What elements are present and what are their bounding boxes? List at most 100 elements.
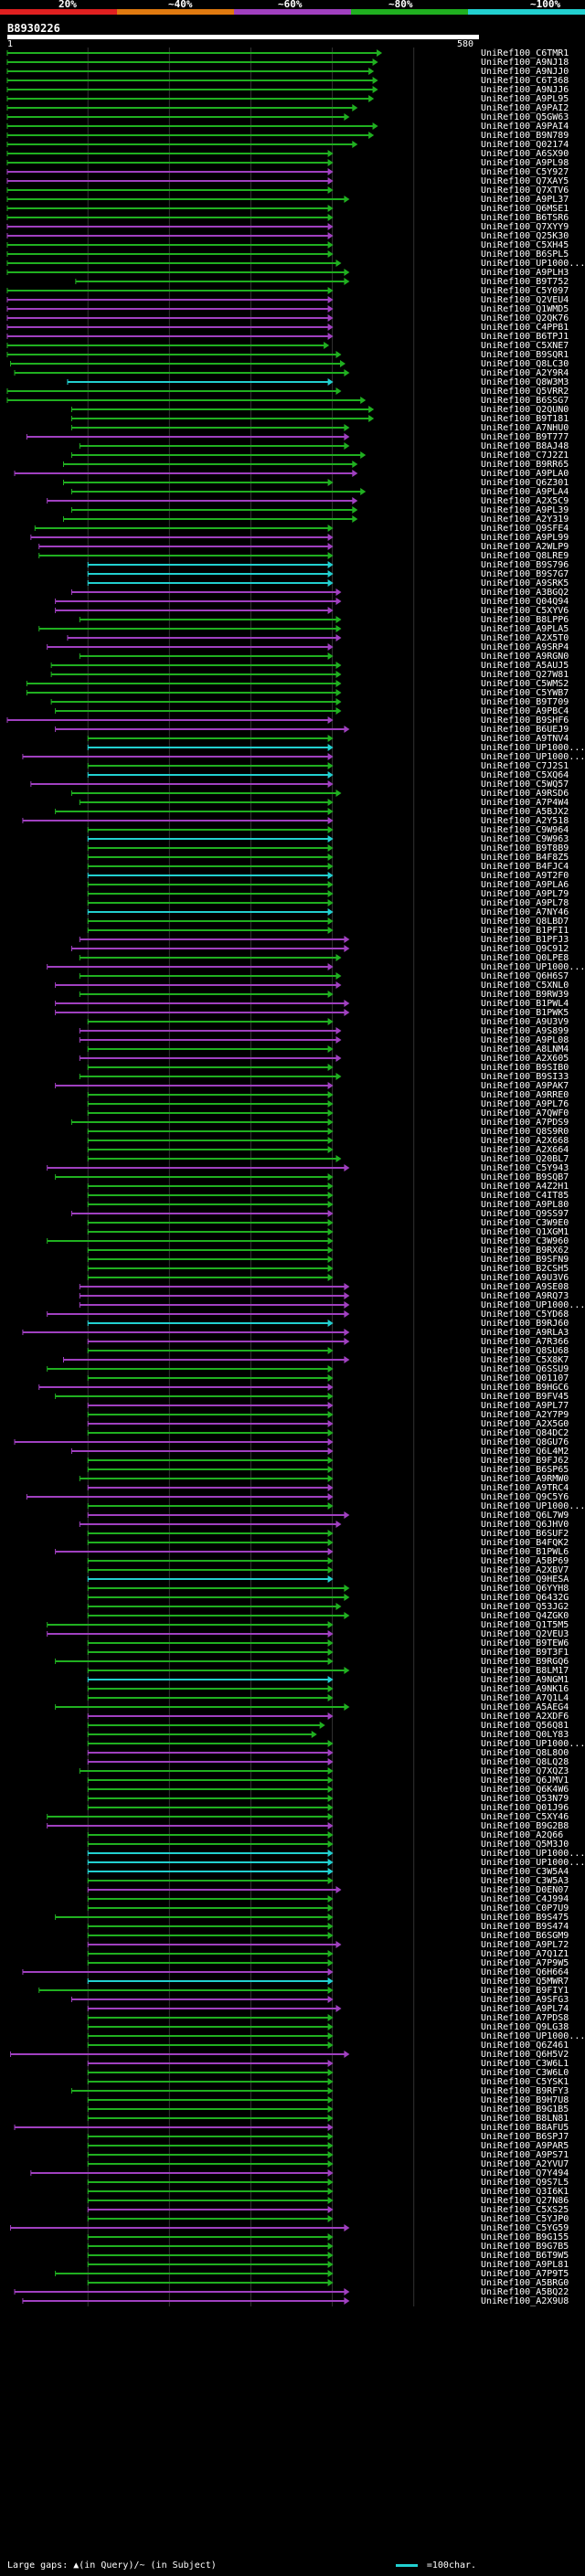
- hit-row[interactable]: [87, 2178, 334, 2186]
- hit-label[interactable]: UniRef100_A9PL99: [481, 533, 569, 543]
- hit-row[interactable]: [87, 863, 334, 870]
- hit-label[interactable]: UniRef100_Q9SFE4: [481, 524, 569, 534]
- hit-row[interactable]: [87, 1018, 334, 1025]
- hit-row[interactable]: [87, 1539, 334, 1546]
- hit-row[interactable]: [14, 2288, 350, 2295]
- hit-row[interactable]: [87, 2069, 334, 2076]
- hit-label[interactable]: UniRef100_Q56Q81: [481, 1721, 569, 1731]
- hit-row[interactable]: [6, 296, 334, 303]
- hit-label[interactable]: UniRef100_A9U3V9: [481, 1017, 569, 1027]
- hit-row[interactable]: [87, 908, 334, 916]
- hit-row[interactable]: [87, 1886, 342, 1893]
- hit-label[interactable]: UniRef100_A9TNV4: [481, 734, 569, 744]
- hit-row[interactable]: [55, 1173, 334, 1181]
- hit-label[interactable]: UniRef100_Q5MWR7: [481, 1977, 569, 1987]
- hit-row[interactable]: [87, 1201, 334, 1208]
- hit-label[interactable]: UniRef100_B9G1B5: [481, 2104, 569, 2115]
- hit-row[interactable]: [67, 634, 342, 641]
- hit-label[interactable]: UniRef100_A9PL80: [481, 1200, 569, 1210]
- hit-label[interactable]: UniRef100_Q6JHV0: [481, 1520, 569, 1530]
- hit-row[interactable]: [87, 1182, 334, 1190]
- hit-label[interactable]: UniRef100_Q2QUN0: [481, 405, 569, 415]
- hit-row[interactable]: [50, 698, 342, 705]
- hit-row[interactable]: [87, 2252, 334, 2259]
- hit-row[interactable]: [6, 196, 350, 203]
- hit-row[interactable]: [6, 223, 334, 230]
- hit-row[interactable]: [55, 1000, 350, 1007]
- hit-row[interactable]: [87, 1429, 334, 1436]
- hit-label[interactable]: UniRef100_B9S7G7: [481, 569, 569, 579]
- hit-label[interactable]: UniRef100_B6T9W5: [481, 2251, 569, 2261]
- hit-row[interactable]: [6, 314, 334, 322]
- hit-label[interactable]: UniRef100_Q20BL7: [481, 1154, 569, 1164]
- hit-row[interactable]: [6, 95, 375, 102]
- hit-row[interactable]: [79, 652, 334, 660]
- hit-label[interactable]: UniRef100_A9PBC4: [481, 706, 569, 716]
- hit-label[interactable]: UniRef100_B9T752: [481, 277, 569, 287]
- hit-label[interactable]: UniRef100_B6SGM9: [481, 1931, 569, 1941]
- hit-row[interactable]: [47, 1621, 334, 1628]
- hit-label[interactable]: UniRef100_B9RGQ6: [481, 1657, 569, 1667]
- hit-label[interactable]: UniRef100_C4J994: [481, 1894, 569, 1904]
- hit-label[interactable]: UniRef100_C5XQ64: [481, 770, 569, 780]
- hit-row[interactable]: [87, 1923, 334, 1930]
- hit-row[interactable]: [55, 1703, 350, 1711]
- hit-row[interactable]: [6, 260, 342, 267]
- hit-label[interactable]: UniRef100_Q9SS97: [481, 1209, 569, 1219]
- hit-row[interactable]: [87, 881, 334, 888]
- hit-row[interactable]: [47, 497, 358, 504]
- hit-row[interactable]: [22, 2297, 350, 2305]
- hit-row[interactable]: [87, 1977, 334, 1985]
- hit-row[interactable]: [87, 2188, 334, 2195]
- hit-row[interactable]: [87, 570, 334, 578]
- hit-label[interactable]: UniRef100_A9PL39: [481, 505, 569, 515]
- hit-row[interactable]: [87, 1667, 350, 1674]
- hit-label[interactable]: UniRef100_Q53JG2: [481, 1602, 569, 1612]
- hit-row[interactable]: [10, 2051, 350, 2058]
- hit-label[interactable]: UniRef100_A9PL95: [481, 94, 569, 104]
- hit-row[interactable]: [79, 616, 342, 623]
- hit-row[interactable]: [14, 369, 350, 376]
- hit-label[interactable]: UniRef100_A2X5T0: [481, 633, 569, 643]
- hit-label[interactable]: UniRef100_B9H7U8: [481, 2095, 569, 2105]
- hit-label[interactable]: UniRef100_B8LPP6: [481, 615, 569, 625]
- hit-label[interactable]: UniRef100_C3W960: [481, 1236, 569, 1246]
- hit-label[interactable]: UniRef100_Q5GW63: [481, 112, 569, 122]
- hit-row[interactable]: [55, 1009, 350, 1016]
- hit-row[interactable]: [87, 762, 334, 769]
- hit-row[interactable]: [87, 1749, 334, 1756]
- hit-label[interactable]: UniRef100_Q8LC30: [481, 359, 569, 369]
- hit-row[interactable]: [87, 1712, 334, 1720]
- hit-label[interactable]: UniRef100_B8LN81: [481, 2114, 569, 2124]
- hit-row[interactable]: [87, 2233, 334, 2241]
- hit-label[interactable]: UniRef100_B9TEW6: [481, 1638, 569, 1648]
- hit-row[interactable]: [87, 1740, 334, 1747]
- hit-label[interactable]: UniRef100_A9PLH3: [481, 268, 569, 278]
- hit-row[interactable]: [6, 122, 378, 130]
- hit-row[interactable]: [79, 1027, 342, 1034]
- hit-label[interactable]: UniRef100_Q7XTV6: [481, 186, 569, 196]
- hit-label[interactable]: UniRef100_Q2QK76: [481, 313, 569, 323]
- hit-row[interactable]: [87, 2005, 342, 2012]
- hit-row[interactable]: [50, 662, 342, 669]
- hit-row[interactable]: [79, 991, 334, 998]
- hit-row[interactable]: [87, 1648, 334, 1656]
- hit-label[interactable]: UniRef100_B9T8B9: [481, 843, 569, 853]
- hit-label[interactable]: UniRef100_Q8LRE9: [481, 551, 569, 561]
- hit-row[interactable]: [70, 790, 342, 797]
- hit-row[interactable]: [30, 534, 334, 541]
- hit-row[interactable]: [6, 132, 375, 139]
- hit-row[interactable]: [87, 1064, 334, 1071]
- hit-row[interactable]: [87, 2160, 334, 2168]
- hit-row[interactable]: [38, 1383, 334, 1391]
- hit-row[interactable]: [70, 1210, 334, 1217]
- hit-row[interactable]: [79, 1036, 342, 1044]
- hit-row[interactable]: [50, 671, 342, 678]
- hit-row[interactable]: [87, 1137, 334, 1144]
- hit-label[interactable]: UniRef100_C5XYV6: [481, 606, 569, 616]
- hit-label[interactable]: UniRef100_A2Y518: [481, 816, 569, 826]
- hit-row[interactable]: [47, 1310, 350, 1318]
- hit-label[interactable]: UniRef100_Q8LQ28: [481, 1757, 569, 1767]
- hit-row[interactable]: [87, 1639, 334, 1647]
- hit-label[interactable]: UniRef100_C4PPB1: [481, 323, 569, 333]
